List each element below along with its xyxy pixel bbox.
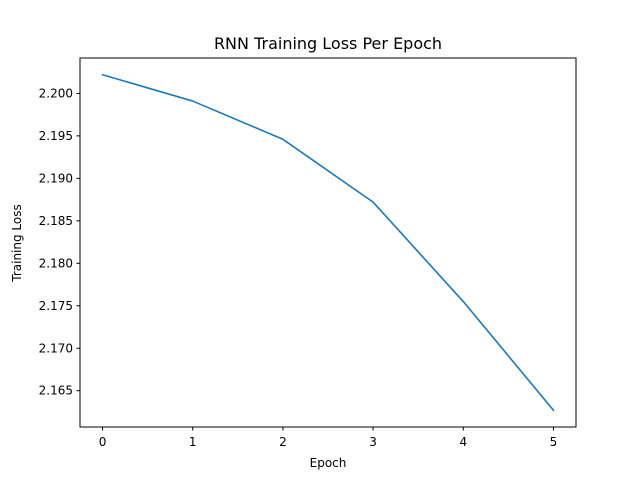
x-tick-label: 0 bbox=[99, 435, 107, 449]
y-tick-label: 2.200 bbox=[39, 86, 73, 100]
x-tick-label: 2 bbox=[279, 435, 287, 449]
y-axis-label: Training Loss bbox=[10, 204, 24, 282]
y-tick-label: 2.190 bbox=[39, 171, 73, 185]
x-tick-label: 3 bbox=[369, 435, 377, 449]
y-axis-ticks: 2.165 2.170 2.175 2.180 2.185 2.190 2.195 2.200 bbox=[39, 86, 80, 398]
x-axis-label: Epoch bbox=[310, 456, 347, 470]
x-axis-ticks: 0 1 2 3 4 5 bbox=[99, 427, 558, 449]
x-tick-label: 5 bbox=[550, 435, 558, 449]
y-tick-label: 2.175 bbox=[39, 299, 73, 313]
y-tick-label: 2.180 bbox=[39, 256, 73, 270]
series-line bbox=[101, 73, 555, 412]
x-tick-label: 1 bbox=[189, 435, 197, 449]
y-tick-label: 2.165 bbox=[39, 384, 73, 398]
plot-frame bbox=[79, 57, 577, 428]
x-tick-label: 4 bbox=[459, 435, 467, 449]
y-tick-label: 2.170 bbox=[39, 341, 73, 355]
chart-title: RNN Training Loss Per Epoch bbox=[214, 34, 442, 53]
series-layer bbox=[101, 73, 555, 412]
y-tick-label: 2.185 bbox=[39, 214, 73, 228]
y-tick-label: 2.195 bbox=[39, 129, 73, 143]
